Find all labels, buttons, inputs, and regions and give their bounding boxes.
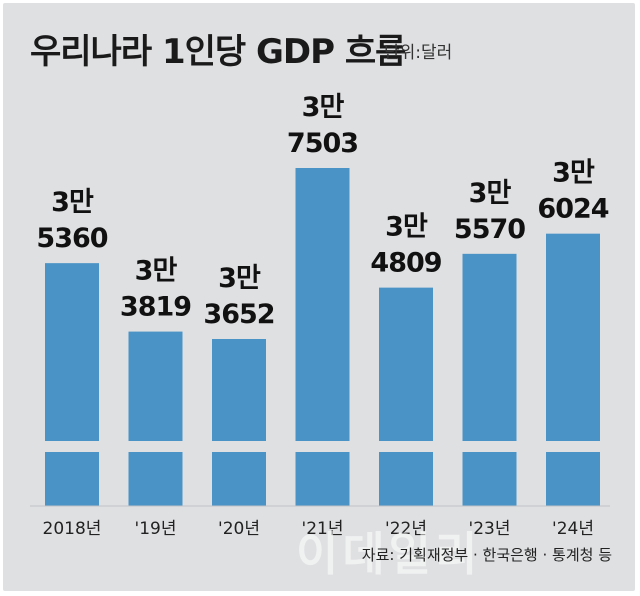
bar [45,263,99,441]
bar-base [546,452,600,506]
bar-base [212,452,266,506]
value-label: 3652 [203,299,274,330]
bar-base [462,452,517,506]
value-label: 6024 [537,194,608,225]
value-label: 5360 [36,223,107,254]
bar [212,339,266,441]
watermark-logo: 이데일리 [296,527,482,581]
category-label: 2018년 [43,519,102,539]
value-label: 5570 [454,214,525,245]
category-label: '19년 [135,519,177,539]
value-label: 3만 [218,263,261,294]
bar-base [45,452,99,506]
value-label: 3만 [302,92,345,123]
bar [295,168,350,441]
bar [546,233,600,441]
value-label: 3만 [135,256,178,287]
bar [379,287,433,441]
value-label: 3만 [552,158,595,189]
bar [128,331,183,441]
bar-base [379,452,433,506]
category-label: '22년 [385,519,427,539]
value-label: 3만 [51,187,94,218]
category-label: '23년 [469,519,511,539]
category-label: '21년 [302,519,344,539]
category-label: '20년 [218,519,260,539]
source-note: 자료: 기획재정부 · 한국은행 · 통계청 등 [361,546,612,564]
bar-base [128,452,183,506]
value-label: 3819 [120,292,191,323]
value-label: 7503 [287,128,358,159]
bar [462,253,517,441]
chart-title: 우리나라 1인당 GDP 흐름 [30,32,406,72]
bar-base [295,452,350,506]
value-label: 4809 [370,248,441,279]
unit-label: 단위:달러 [384,43,453,63]
value-label: 3만 [469,178,512,209]
category-label: '24년 [552,519,594,539]
value-label: 3만 [385,212,428,243]
